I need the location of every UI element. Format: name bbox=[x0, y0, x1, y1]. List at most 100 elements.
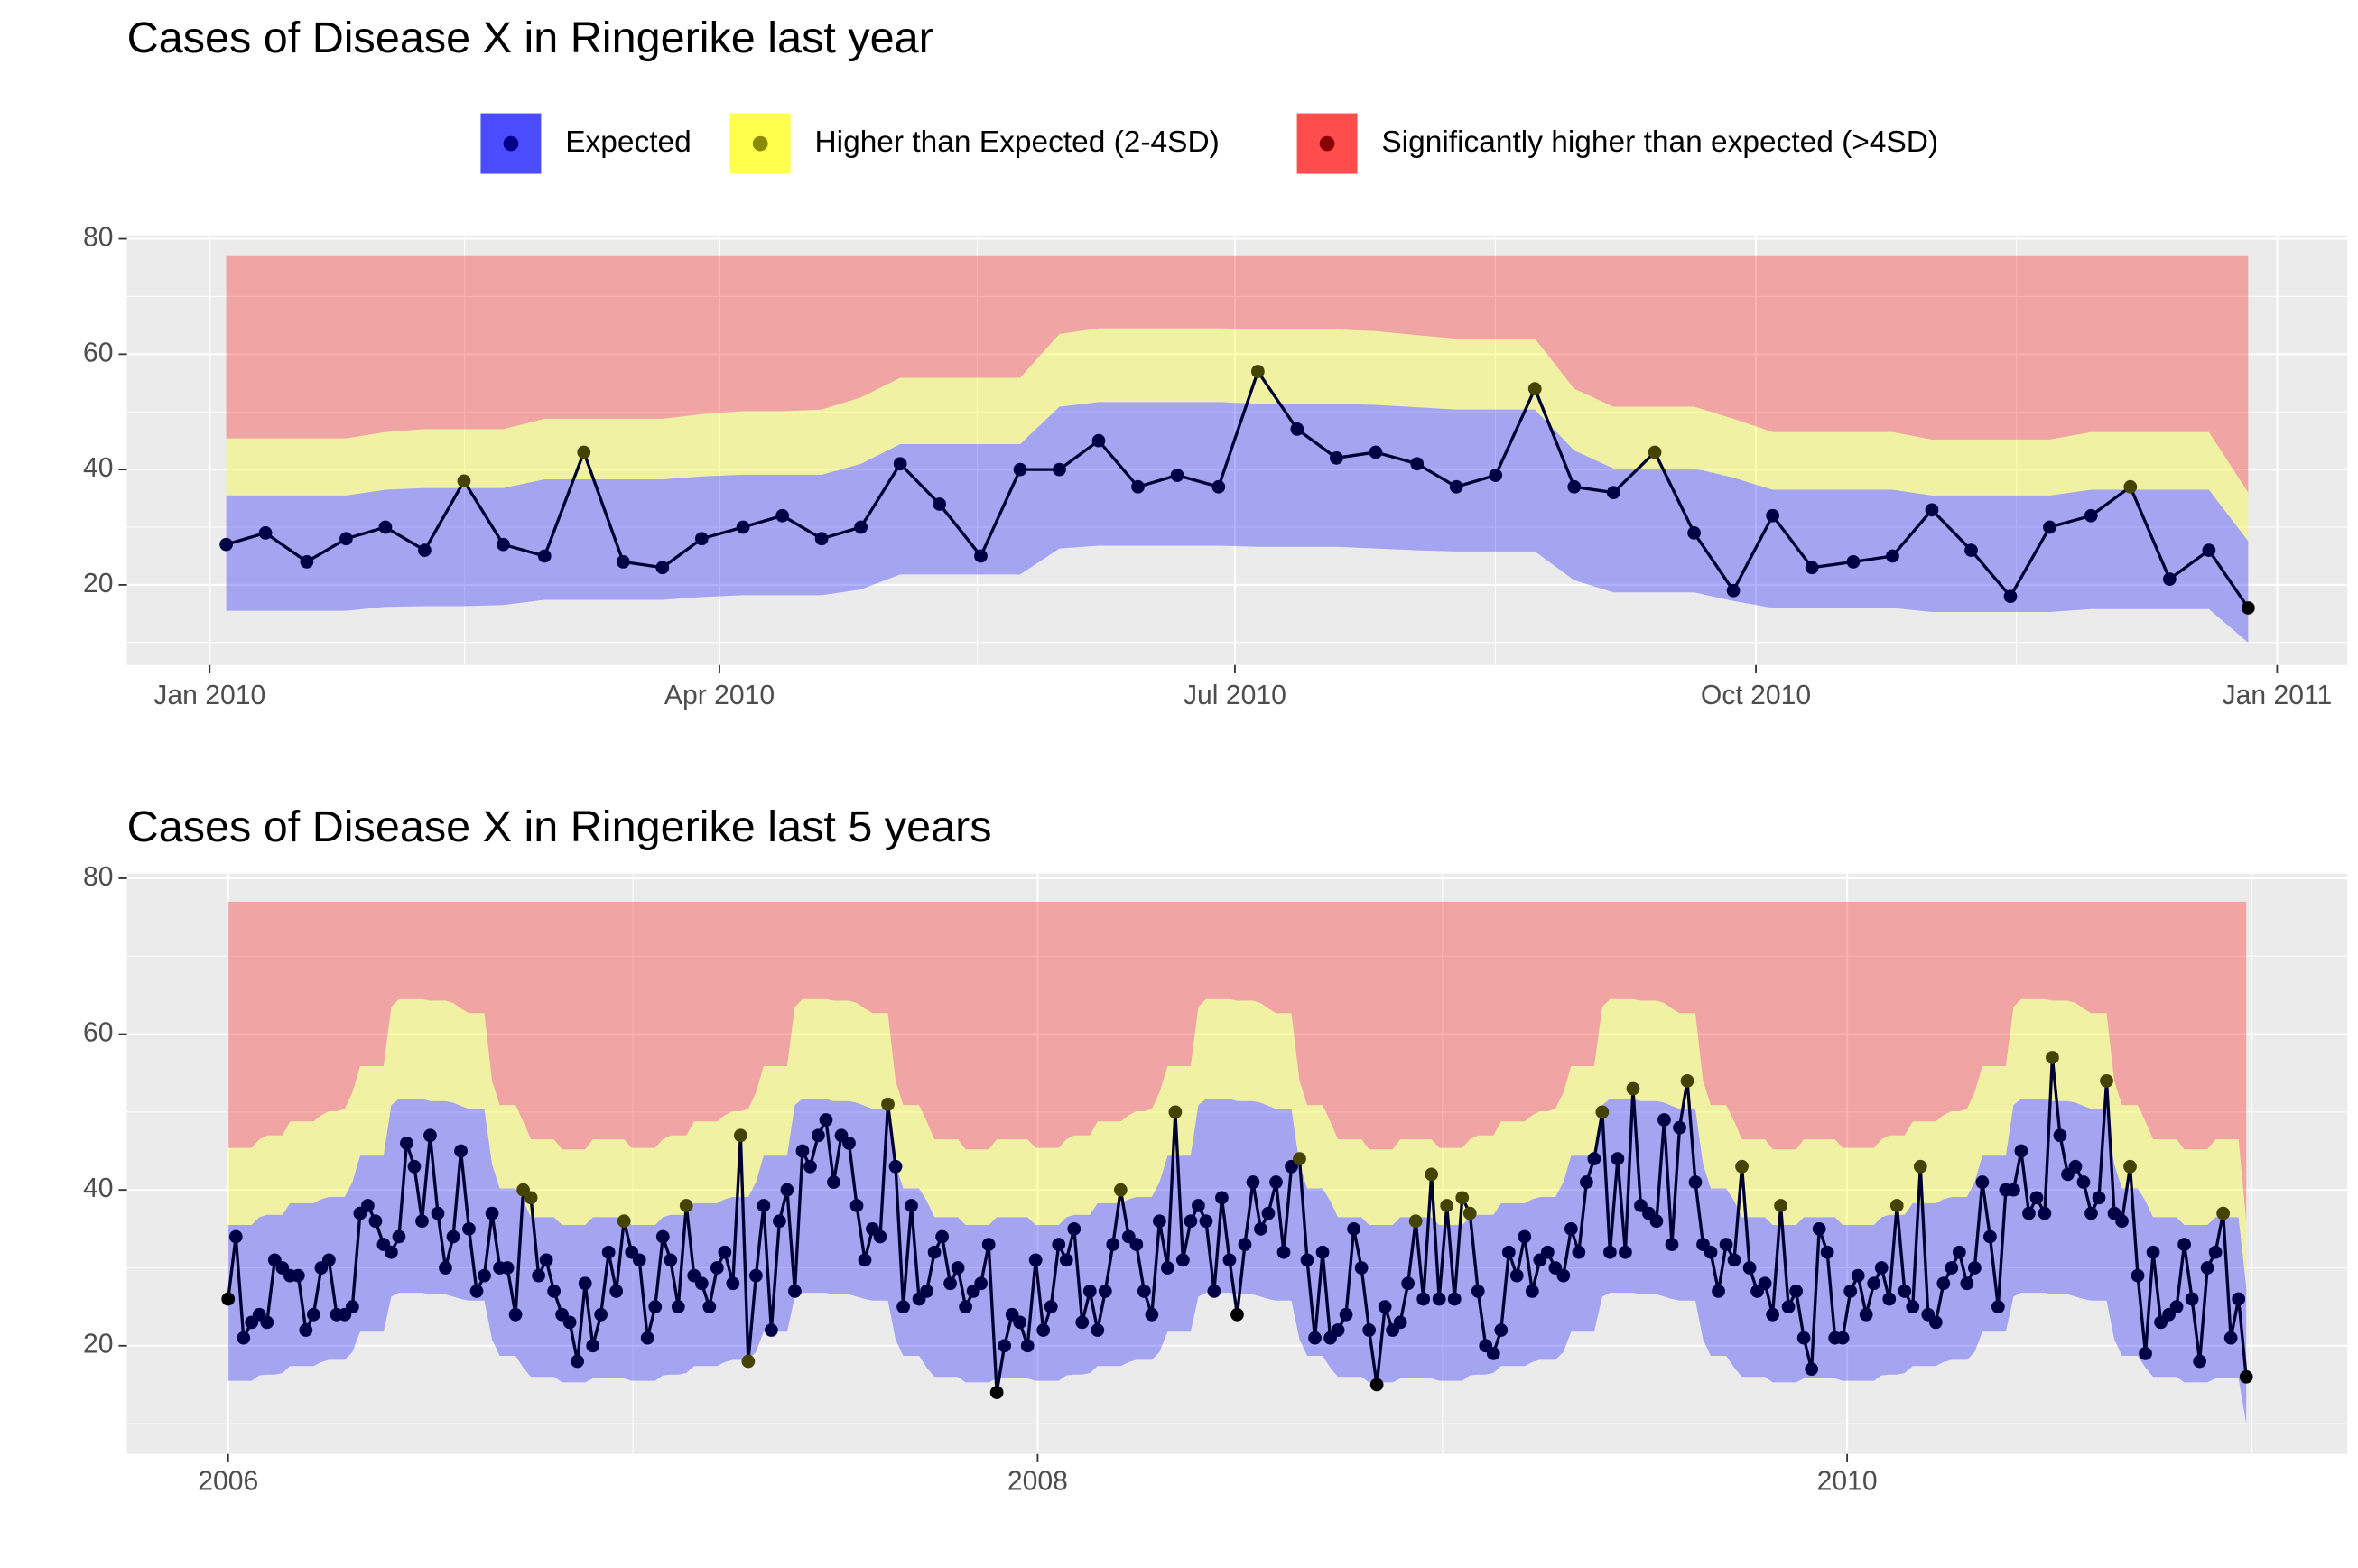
data-point bbox=[400, 1137, 413, 1150]
data-point bbox=[1564, 1221, 1578, 1236]
data-point bbox=[1936, 1276, 1951, 1291]
data-point bbox=[260, 1315, 274, 1330]
data-point bbox=[1293, 1152, 1306, 1166]
data-point bbox=[2022, 1206, 2036, 1220]
data-point bbox=[1440, 1199, 1454, 1212]
data-point bbox=[2193, 1354, 2206, 1369]
data-point bbox=[1735, 1159, 1749, 1174]
data-point bbox=[299, 1323, 313, 1337]
data-point bbox=[577, 445, 591, 459]
data-point bbox=[1572, 1245, 1586, 1259]
data-point bbox=[1486, 1347, 1500, 1360]
data-point bbox=[655, 1229, 670, 1244]
data-point bbox=[2084, 1206, 2098, 1220]
data-point bbox=[1688, 1175, 1703, 1189]
chart-title: Cases of Disease X in Ringerike last yea… bbox=[127, 14, 933, 62]
data-point bbox=[1331, 1323, 1345, 1337]
data-point bbox=[640, 1331, 654, 1345]
data-point bbox=[415, 1214, 429, 1229]
data-point bbox=[775, 508, 789, 523]
data-point bbox=[2084, 508, 2098, 523]
legend-key-point bbox=[752, 135, 768, 152]
data-point bbox=[2029, 1191, 2044, 1205]
data-point bbox=[2223, 1331, 2238, 1345]
data-point bbox=[1975, 1175, 1990, 1189]
data-point bbox=[1540, 1245, 1555, 1259]
data-point bbox=[1587, 1152, 1601, 1166]
data-point bbox=[2115, 1214, 2129, 1229]
data-point bbox=[1687, 526, 1701, 540]
data-point bbox=[1176, 1253, 1190, 1267]
data-point bbox=[1432, 1292, 1446, 1306]
data-point bbox=[1131, 479, 1145, 494]
data-point bbox=[788, 1285, 802, 1298]
data-point bbox=[718, 1245, 732, 1259]
data-point bbox=[469, 1285, 484, 1298]
data-point bbox=[858, 1253, 872, 1267]
data-point bbox=[562, 1315, 577, 1330]
data-point bbox=[1013, 462, 1027, 477]
data-point bbox=[1369, 445, 1383, 459]
data-point bbox=[1462, 1206, 1477, 1220]
data-point bbox=[814, 532, 829, 546]
data-point bbox=[2068, 1159, 2083, 1174]
data-point bbox=[1649, 1214, 1664, 1229]
data-point bbox=[1222, 1253, 1237, 1267]
data-point bbox=[1945, 1261, 1959, 1275]
data-point bbox=[710, 1261, 724, 1275]
series-line bbox=[226, 369, 2250, 609]
data-point bbox=[1261, 1206, 1276, 1220]
data-point bbox=[1805, 561, 1819, 575]
data-point bbox=[726, 1276, 740, 1291]
data-point bbox=[1184, 1214, 1198, 1229]
data-point bbox=[1254, 1221, 1267, 1236]
data-point bbox=[1648, 445, 1662, 459]
data-point bbox=[1401, 1276, 1416, 1291]
legend-label: Significantly higher than expected (>4SD… bbox=[1381, 125, 1938, 159]
data-point bbox=[1408, 1214, 1423, 1229]
data-point bbox=[1960, 1276, 1974, 1291]
data-point bbox=[1075, 1315, 1090, 1330]
data-point bbox=[664, 1253, 678, 1267]
data-point bbox=[905, 1199, 918, 1212]
data-point bbox=[1964, 543, 1978, 557]
data-point bbox=[920, 1285, 933, 1298]
data-point bbox=[446, 1229, 460, 1244]
y-tick-label: 40 bbox=[83, 1174, 114, 1203]
data-point bbox=[2200, 1261, 2214, 1275]
data-point bbox=[1796, 1331, 1811, 1345]
band-area bbox=[227, 901, 2247, 1221]
data-point bbox=[1952, 1245, 1966, 1259]
data-point bbox=[1192, 1199, 1205, 1212]
data-point bbox=[1091, 433, 1106, 448]
data-point bbox=[1082, 1285, 1097, 1298]
data-point bbox=[974, 549, 988, 563]
data-point bbox=[1913, 1159, 1927, 1174]
band-area bbox=[226, 402, 2249, 643]
data-point bbox=[1113, 1183, 1128, 1197]
data-point bbox=[1867, 1276, 1881, 1291]
data-point bbox=[407, 1159, 422, 1174]
data-point bbox=[1665, 1238, 1679, 1251]
data-point bbox=[1712, 1285, 1725, 1298]
data-point bbox=[601, 1245, 616, 1259]
data-point bbox=[803, 1159, 817, 1174]
y-tick-label: 60 bbox=[83, 1018, 114, 1048]
data-point bbox=[927, 1245, 942, 1259]
data-point bbox=[2146, 1245, 2160, 1259]
x-tick-label: Jul 2010 bbox=[1184, 681, 1286, 710]
band-area bbox=[227, 998, 2247, 1287]
data-point bbox=[1378, 1300, 1392, 1313]
data-point bbox=[1925, 503, 1939, 517]
data-point bbox=[1339, 1307, 1353, 1322]
data-point bbox=[368, 1214, 383, 1229]
data-point bbox=[462, 1221, 476, 1236]
data-point bbox=[671, 1300, 685, 1313]
data-point bbox=[765, 1323, 778, 1337]
data-point bbox=[1859, 1307, 1873, 1322]
data-point bbox=[423, 1128, 437, 1143]
data-point bbox=[757, 1199, 771, 1212]
data-point bbox=[1595, 1105, 1610, 1119]
data-point bbox=[1846, 554, 1861, 569]
data-point bbox=[1527, 382, 1542, 396]
